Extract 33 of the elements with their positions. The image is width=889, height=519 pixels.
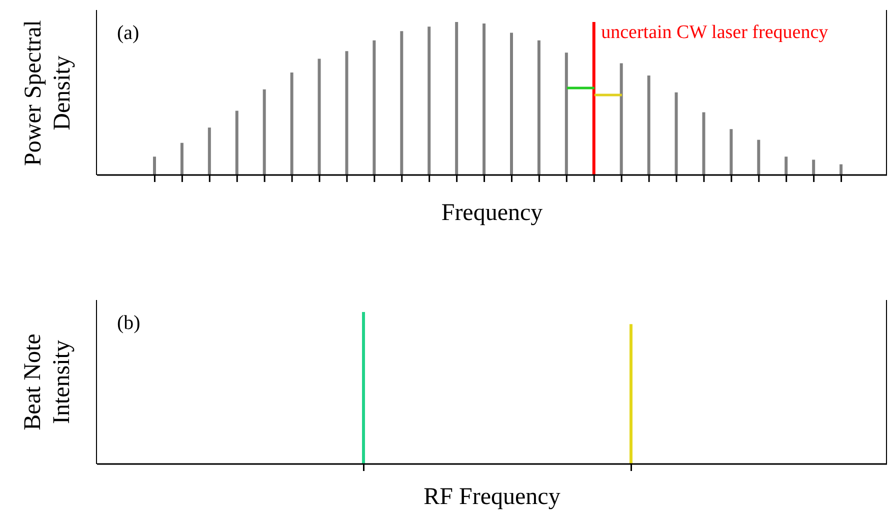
bar <box>318 58 321 175</box>
bar <box>730 129 733 175</box>
bar <box>564 52 568 175</box>
annotation: (b) <box>117 312 140 335</box>
bar <box>702 112 706 175</box>
bar <box>372 40 376 175</box>
x-axis-title: Frequency <box>440 200 544 227</box>
bar <box>235 110 238 175</box>
bar <box>290 72 294 175</box>
bar <box>400 31 404 175</box>
bar <box>455 22 458 175</box>
y-axis-title: Power Spectral Density <box>19 18 76 168</box>
bar <box>812 160 816 175</box>
bar <box>592 22 596 175</box>
x-axis-title: RF Frequency <box>422 484 562 511</box>
bar <box>262 89 266 175</box>
bar <box>510 32 513 175</box>
bar <box>482 24 486 175</box>
annotation: uncertain CW laser frequency <box>601 22 828 44</box>
bar <box>208 128 211 175</box>
bar <box>784 156 788 175</box>
bar <box>647 76 650 175</box>
bar <box>345 51 348 175</box>
bar <box>428 26 431 175</box>
bar <box>537 40 540 175</box>
text: (a) <box>117 22 140 45</box>
bar <box>840 164 843 175</box>
bar <box>620 63 623 175</box>
bar <box>153 156 156 175</box>
bar <box>674 92 678 175</box>
y-axis-title: Beat Note Intensity <box>19 332 76 432</box>
bar <box>757 140 760 175</box>
bar <box>180 142 184 175</box>
